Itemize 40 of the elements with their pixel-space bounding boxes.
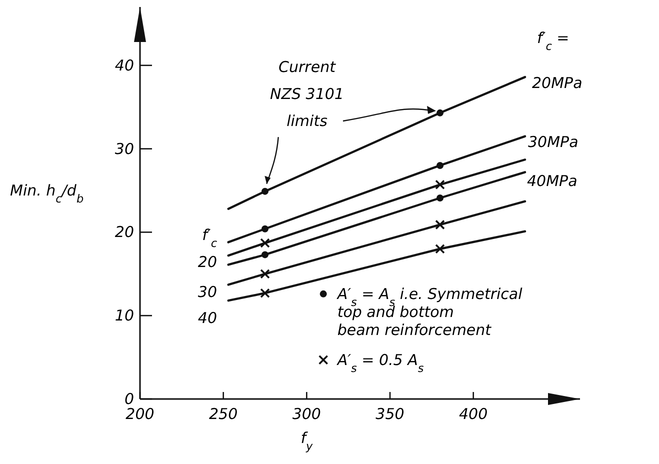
annotation: f′$_{c}$ <box>202 226 218 250</box>
y-tick-label: 0 <box>124 390 134 408</box>
y-tick-label: 40 <box>114 56 134 74</box>
annotation: Current NZS 3101 limits <box>270 58 344 130</box>
annotation: 30MPa <box>528 133 578 151</box>
x-tick-label: 400 <box>459 405 488 423</box>
y-tick-label: 30 <box>114 140 134 158</box>
line-series <box>227 158 526 257</box>
annotation: 20 <box>198 253 217 271</box>
line-series <box>227 200 526 286</box>
point <box>262 251 268 258</box>
x-tick-label: 350 <box>376 405 404 423</box>
point <box>260 268 270 279</box>
point <box>436 162 444 169</box>
point <box>262 225 268 232</box>
point <box>436 109 444 116</box>
x-tick-label: 200 <box>126 405 154 423</box>
point <box>435 220 445 230</box>
annotation: 30 <box>198 283 217 301</box>
point <box>435 244 445 254</box>
legend-label: A′$_{s}$ = 0.5 A$_{s}$ <box>336 350 424 374</box>
annotation: 20MPa <box>532 74 582 92</box>
point <box>260 238 270 248</box>
annotation: 40MPa <box>527 172 578 190</box>
legend-label: A′$_{s}$ = A$_{s}$ i.e. Symmetrical top and bottom beam reinforcement <box>336 284 524 339</box>
line-series <box>227 76 526 210</box>
x-axis-title: f$_{y}$ <box>300 429 313 452</box>
y-tick-label: 10 <box>114 306 134 325</box>
point <box>260 288 270 298</box>
point <box>262 188 268 195</box>
annotation: f′$_{c}$ = <box>537 29 570 52</box>
y-tick-label: 20 <box>114 223 134 242</box>
x-tick-label: 250 <box>209 405 238 423</box>
point <box>436 194 444 202</box>
annotation: 40 <box>198 309 217 327</box>
x-tick-label: 300 <box>292 405 321 423</box>
line-series <box>227 171 526 266</box>
point <box>435 180 445 190</box>
y-axis-title: Min. h$_{c}$/d$_{b}$ <box>10 181 84 205</box>
line-series <box>227 135 526 244</box>
